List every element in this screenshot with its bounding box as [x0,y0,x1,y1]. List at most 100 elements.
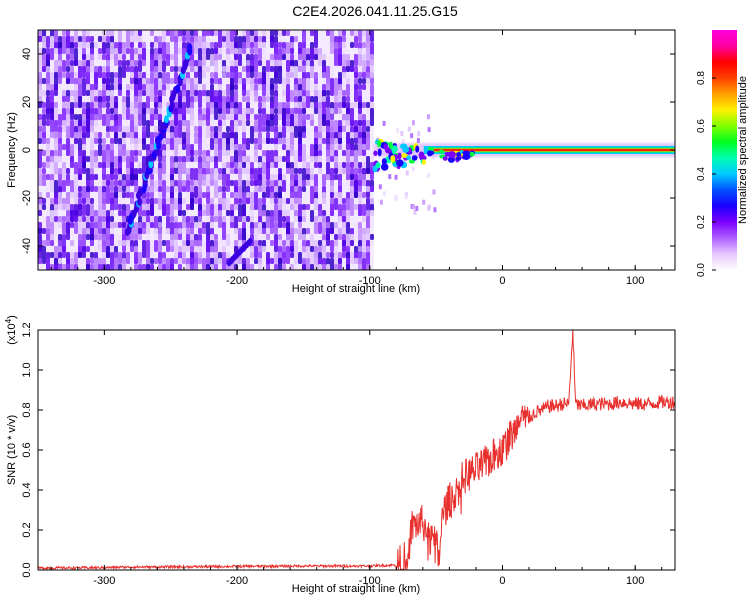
spectrogram-noise-cell [106,114,110,126]
spectrogram-noise-cell [250,228,254,234]
spectrogram-noise-cell [74,42,78,48]
spectrogram-noise-cell [166,240,170,252]
spectrogram-noise-cell [190,168,194,180]
spectrogram-noise-cell [118,42,122,54]
spectrogram-noise-cell [306,258,310,270]
spectrogram-noise-cell [90,150,94,168]
spectrogram-noise-cell [98,36,102,42]
spectrogram-noise-cell [342,150,346,156]
spectrogram-noise-cell [90,258,94,264]
spectrogram-noise-cell [254,138,258,144]
spectrogram-noise-cell [158,54,162,72]
spectrogram-noise-cell [286,168,290,174]
spectrogram-noise-cell [102,204,106,210]
spectrogram-noise-cell [110,120,114,126]
spectrogram-noise-cell [50,48,54,60]
spectrogram-noise-cell [262,84,266,96]
colorbar-tick-label: 0.8 [696,71,707,85]
spectrogram-noise-cell [362,42,366,48]
spectrogram-noise-cell [354,102,358,108]
spectrogram-noise-cell [206,264,210,270]
spectrogram-noise-cell [230,42,234,54]
spectrogram-noise-cell [230,210,234,216]
spectrogram-noise-cell [106,126,110,132]
spectrogram-noise-cell [258,96,262,102]
carrier-onset-blob [419,155,427,161]
spectrogram-noise-cell [334,42,338,48]
snr-x-tick-label: -100 [359,575,381,587]
spectrogram-noise-cell [358,138,362,156]
spectrogram-noise-cell [322,66,326,72]
spectrogram-noise-cell [394,174,398,180]
spectrogram-noise-cell [366,264,370,270]
spectrogram-noise-cell [433,207,437,213]
spectrogram-noise-cell [202,96,206,108]
spectrogram-noise-cell [294,90,298,96]
spectrogram-noise-cell [174,162,178,168]
spectrogram-noise-cell [274,144,278,150]
spectrogram-noise-cell [210,174,214,180]
carrier-onset-blob [429,150,435,156]
spectrogram-noise-cell [234,204,238,210]
spectrogram-noise-cell [432,189,436,195]
spectrogram-noise-cell [114,258,118,270]
spectrogram-noise-cell [182,240,186,246]
spectrogram-noise-cell [130,198,134,204]
spectrogram-noise-cell [138,60,142,72]
spectrogram-noise-cell [366,108,370,114]
spectrogram-noise-cell [266,186,270,198]
spectrogram-noise-cell [282,216,286,222]
spectrogram-noise-cell [66,258,70,270]
spectrogram-noise-cell [66,222,70,240]
spectrogram-noise-cell [254,156,258,162]
spectrogram-noise-cell [122,222,126,228]
spectrogram-noise-cell [182,252,186,258]
spectrogram-noise-cell [210,72,214,78]
carrier-band-red [433,149,675,151]
spectrogram-noise-cell [130,174,134,180]
spectrogram-noise-cell [94,216,98,222]
spectrogram-noise-cell [130,30,134,36]
spectrogram-noise-cell [413,209,417,215]
spectrogram-noise-cell [334,96,338,102]
spectrogram-noise-cell [142,264,146,270]
spectrogram-noise-cell [178,186,182,192]
spectrogram-noise-cell [230,162,234,168]
spectrogram-noise-cell [66,180,70,186]
spectrogram-noise-cell [358,246,362,252]
spectrogram-noise-cell [126,48,130,54]
spectrogram-noise-cell [258,258,262,270]
spectrogram-noise-cell [354,54,358,66]
spectrogram-noise-cell [210,156,214,162]
spectrogram-noise-cell [238,162,242,168]
spectrogram-noise-cell [38,228,42,234]
spectrogram-noise-cell [162,186,166,198]
spectrogram-noise-cell [182,36,186,42]
spectrogram-noise-cell [322,210,326,216]
carrier-onset-blob [411,155,418,161]
spectrogram-noise-cell [206,108,210,126]
spectrogram-noise-cell [274,138,278,144]
spectrogram-noise-cell [94,246,98,252]
spectrogram-noise-cell [322,138,326,144]
spectrogram-noise-cell [426,172,430,178]
spectrogram-noise-cell [50,198,54,204]
spectrogram-noise-cell [222,120,226,126]
spectrogram-noise-cell [182,162,186,174]
carrier-onset-blob [401,153,408,158]
spectrogram-noise-cell [134,150,138,156]
spectrogram-noise-cell [122,54,126,60]
spectrogram-noise-cell [322,114,326,126]
spectrogram-noise-cell [270,126,274,132]
spectrogram-noise-cell [126,108,130,120]
spectrogram-noise-cell [146,192,150,198]
spectrogram-noise-cell [130,246,134,252]
spectrogram-noise-cell [310,120,314,126]
spectrogram-noise-cell [138,108,142,114]
spectrogram-noise-cell [86,204,90,216]
spectrogram-noise-cell [70,72,74,84]
spectrogram-noise-cell [50,240,54,246]
spectrogram-noise-cell [78,192,82,198]
spectrogram-noise-cell [94,120,98,132]
